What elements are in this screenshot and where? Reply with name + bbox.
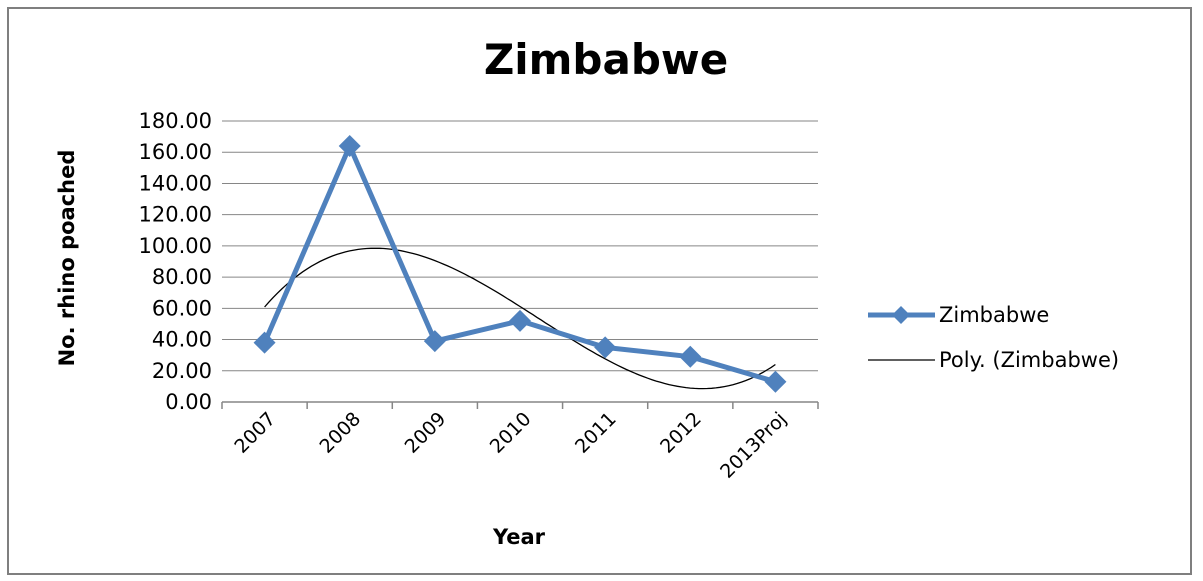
y-tick-label: 60.00 <box>152 296 212 320</box>
x-axis-tick-labels: 2007 2008 2009 2010 2011 2012 2013Proj <box>230 408 791 483</box>
legend-series-label: Zimbabwe <box>939 303 1049 327</box>
trendline-group <box>264 247 776 390</box>
chart-title: Zimbabwe <box>484 35 728 84</box>
y-tick-label: 40.00 <box>152 328 212 352</box>
y-tick-label: 100.00 <box>139 234 212 258</box>
y-tick-label: 180.00 <box>139 109 212 133</box>
legend: Zimbabwe Poly. (Zimbabwe) <box>868 303 1119 372</box>
legend-diamond-marker-icon <box>892 306 910 324</box>
data-point-marker <box>423 330 446 353</box>
y-tick-label: 0.00 <box>165 390 212 414</box>
x-axis <box>221 401 819 409</box>
y-tick-label: 160.00 <box>139 140 212 164</box>
y-tick-label: 80.00 <box>152 265 212 289</box>
x-tick-label: 2009 <box>401 408 451 458</box>
trendline <box>264 247 776 390</box>
x-tick-label: 2012 <box>656 408 706 458</box>
legend-item-series[interactable]: Zimbabwe <box>868 303 1049 327</box>
y-axis-tick-labels: 0.00 20.00 40.00 60.00 80.00 100.00 120.00 140.… <box>139 109 212 414</box>
y-tick-label: 120.00 <box>139 203 212 227</box>
data-point-marker <box>679 345 702 368</box>
legend-item-trendline[interactable]: Poly. (Zimbabwe) <box>868 348 1119 372</box>
y-tick-label: 20.00 <box>152 359 212 383</box>
data-point-marker <box>338 134 361 157</box>
x-tick-label: 2007 <box>230 408 280 458</box>
x-tick-label: 2011 <box>571 408 621 458</box>
data-point-marker <box>253 331 276 354</box>
x-tick-label: 2008 <box>315 408 365 458</box>
data-point-marker <box>509 309 531 332</box>
y-axis-title: No. rhino poached <box>55 150 79 367</box>
y-tick-label: 140.00 <box>139 171 212 195</box>
gridlines <box>222 120 818 403</box>
series-line <box>262 143 777 385</box>
data-point-marker <box>764 370 787 393</box>
series-group <box>253 134 787 393</box>
data-point-marker <box>594 336 617 359</box>
legend-trendline-label: Poly. (Zimbabwe) <box>939 348 1119 372</box>
x-axis-title: Year <box>492 525 546 549</box>
x-tick-label: 2010 <box>486 408 536 458</box>
x-tick-label: 2013Proj <box>716 408 791 483</box>
chart-frame <box>7 7 1192 575</box>
